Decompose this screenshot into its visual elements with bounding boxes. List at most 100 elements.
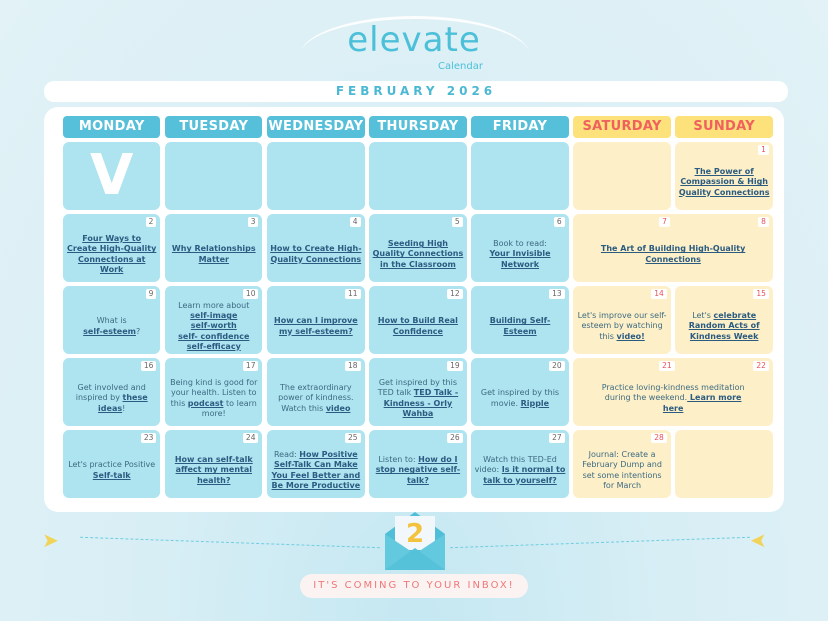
cell-content: How can I improve my self-esteem?: [270, 316, 361, 336]
resource-link[interactable]: self-worth: [190, 321, 237, 331]
resource-link[interactable]: Learn more here: [662, 393, 742, 413]
resource-link[interactable]: podcast: [187, 398, 224, 408]
cell-text: !: [122, 403, 126, 413]
resource-link[interactable]: Seeding High Quality Connections in the …: [372, 239, 464, 269]
day-number: 11: [345, 289, 361, 299]
dashed-path-left: [80, 536, 380, 549]
day-header-sunday: SUNDAY: [675, 116, 773, 138]
cell-content: Journal: Create a February Dump and set …: [576, 450, 667, 491]
resource-link[interactable]: self-image: [190, 311, 238, 321]
day-header-wednesday: WEDNESDAY: [267, 116, 365, 138]
cell-text: Being kind is good for your health. List…: [170, 378, 258, 408]
day-cell-13: 13 Building Self-Esteem: [471, 286, 569, 354]
day-number: 18: [345, 361, 361, 371]
logo-cell: V: [63, 142, 161, 210]
day-number: 12: [447, 289, 463, 299]
resource-link[interactable]: self- confidence: [178, 331, 250, 341]
day-number: 15: [753, 289, 769, 299]
dashed-path-right: [450, 536, 750, 549]
day-number: 10: [242, 289, 259, 299]
day-cell-2: 2 Four Ways to Create High-Quality Connec…: [63, 214, 161, 282]
day-header-friday: FRIDAY: [471, 116, 569, 138]
cell-text: Let's improve our self-esteem by watchin…: [577, 311, 667, 341]
cell-text: to learn more!: [201, 398, 257, 418]
day-cell-3: 3 Why Relationships Matter: [165, 214, 263, 282]
resource-link[interactable]: self-efficacy: [186, 341, 241, 351]
day-header-thursday: THURSDAY: [369, 116, 467, 138]
cell-text: What is: [96, 316, 127, 326]
resource-link[interactable]: video!: [616, 331, 645, 341]
resource-link[interactable]: Four Ways to Create High-Quality Connect…: [67, 234, 157, 274]
cell-content: Get inspired by this movie. Ripple: [474, 388, 565, 408]
resource-link[interactable]: video: [325, 403, 351, 413]
day-cell-20: 20 Get inspired by this movie. Ripple: [471, 358, 569, 426]
cell-content: How can self-talk affect my mental healt…: [168, 455, 259, 486]
resource-link[interactable]: The Art of Building High-Quality Connect…: [600, 244, 746, 264]
day-number: 2: [145, 217, 157, 227]
decorative-arc: [300, 16, 530, 56]
day-number: 25: [345, 433, 361, 443]
day-number: 6: [553, 217, 565, 227]
resource-link[interactable]: Building Self-Esteem: [489, 316, 551, 336]
day-number: 13: [549, 289, 565, 299]
day-header-saturday: SATURDAY: [573, 116, 671, 138]
cell-content: Book to read: Your Invisible Network: [474, 239, 565, 270]
resource-link[interactable]: these ideas: [98, 393, 148, 413]
resource-link[interactable]: How to Create High-Quality Connections: [270, 244, 362, 264]
day-number: 3: [247, 217, 259, 227]
resource-link[interactable]: Your Invisible Network: [489, 249, 551, 269]
cell-content: How to Build Real Confidence: [372, 316, 463, 336]
resource-link[interactable]: How Positive Self-Talk Can Make You Feel…: [271, 450, 361, 490]
cell-content: Listen to: How do I stop negative self-t…: [372, 455, 463, 486]
resource-link[interactable]: How can I improve my self-esteem?: [274, 316, 358, 336]
day-cell-12: 12 How to Build Real Confidence: [369, 286, 467, 354]
resource-link[interactable]: celebrate Random Acts of Kindness Week: [688, 311, 760, 341]
resource-link[interactable]: Why Relationships Matter: [171, 244, 256, 264]
cell-text: Learn more about: [178, 301, 250, 310]
day-number: 23: [140, 433, 157, 443]
day-cell-21: 21 22 Practice loving-kindness meditation …: [573, 358, 773, 426]
cell-content: How to Create High-Quality Connections: [270, 244, 361, 264]
day-header-monday: MONDAY: [63, 116, 161, 138]
day-number: 24: [242, 433, 259, 443]
day-cell-16: 16 Get involved and inspired by these ide…: [63, 358, 161, 426]
calendar-grid: MONDAY TUESDAY WEDNESDAY THURSDAY FRIDAY SATU…: [63, 116, 773, 498]
cell-text: Practice loving-kindness meditation duri…: [601, 383, 745, 403]
day-number: 28: [651, 433, 667, 443]
cell-content: Let's celebrate Random Acts of Kindness …: [678, 311, 769, 342]
resource-link[interactable]: How can self-talk affect my mental healt…: [174, 455, 253, 485]
resource-link[interactable]: self-esteem: [83, 326, 136, 336]
resource-link[interactable]: Ripple: [520, 398, 550, 408]
cell-text: Let's: [692, 311, 714, 321]
resource-link[interactable]: How do I stop negative self-talk?: [375, 455, 461, 485]
day-cell-6: 6 Book to read: Your Invisible Network: [471, 214, 569, 282]
elevate-v-logo-icon: V: [90, 143, 134, 208]
day-number: 20: [549, 361, 565, 371]
cell-content: Get inspired by this TED talk TED Talk -…: [372, 378, 463, 419]
day-number: 19: [447, 361, 463, 371]
day-cell-9: 9 What is self-esteem?: [63, 286, 161, 354]
cell-content: Practice loving-kindness meditation duri…: [598, 383, 748, 414]
resource-link[interactable]: The Power of Compassion & High Quality C…: [678, 167, 770, 197]
resource-link[interactable]: Is it normal to talk to yourself?: [483, 465, 566, 485]
cell-content: Why Relationships Matter: [168, 244, 259, 264]
cell-text: Journal: Create a February Dump and set …: [582, 450, 662, 490]
cell-text: Book to read:: [493, 239, 547, 249]
cell-text: Watch this TED-Ed video:: [474, 455, 557, 475]
cell-content: Let's practice Positive Self-talk: [66, 460, 157, 480]
cell-content: Seeding High Quality Connections in the …: [372, 239, 464, 270]
resource-link[interactable]: Self-talk: [92, 470, 131, 480]
envelope-icon: 2: [385, 512, 445, 570]
resource-link[interactable]: TED Talk - Kindness - Orly Wahba: [383, 388, 459, 418]
day-number: 7: [659, 217, 670, 227]
cell-text: Let's practice Positive: [68, 460, 156, 470]
empty-cell: [573, 142, 671, 210]
cell-text: Get involved and inspired by: [75, 383, 146, 403]
cell-text: Get inspired by this movie.: [480, 388, 560, 408]
day-cell-27: 27 Watch this TED-Ed video: Is it normal …: [471, 430, 569, 498]
day-cell-17: 17 Being kind is good for your health. Li…: [165, 358, 263, 426]
day-cell-14: 14 Let's improve our self-esteem by watch…: [573, 286, 671, 354]
resource-link[interactable]: How to Build Real Confidence: [377, 316, 458, 336]
cell-text: Listen to:: [378, 455, 419, 465]
day-cell-4: 4 How to Create High-Quality Connections: [267, 214, 365, 282]
